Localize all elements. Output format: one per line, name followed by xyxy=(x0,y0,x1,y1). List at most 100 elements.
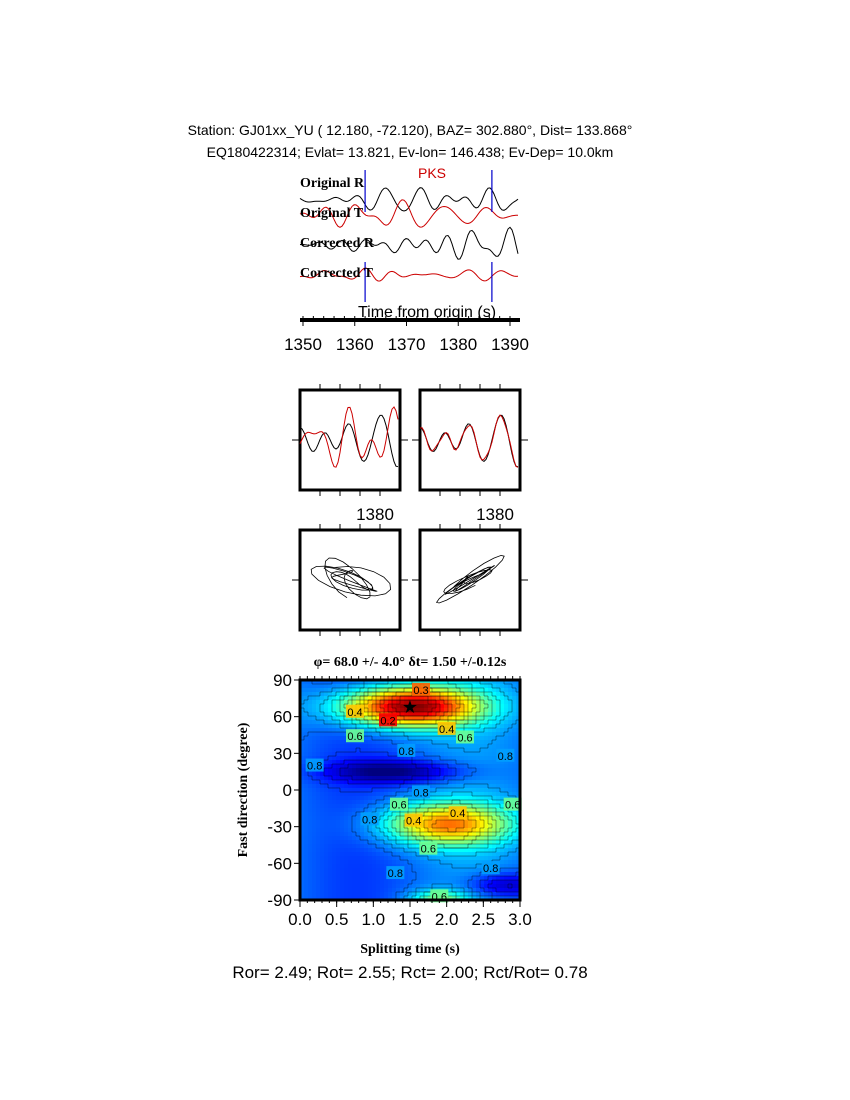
heatmap-cell xyxy=(308,888,313,893)
heatmap-cell xyxy=(340,784,345,789)
heatmap-cell xyxy=(316,852,321,857)
heatmap-cell xyxy=(344,720,349,725)
heatmap-cell xyxy=(392,744,397,749)
heatmap-cell xyxy=(336,780,341,785)
heatmap-cell xyxy=(332,880,337,885)
waveform-panel xyxy=(299,170,519,302)
heatmap-cell xyxy=(368,784,373,789)
heatmap-cell xyxy=(432,692,437,697)
heatmap-cell xyxy=(472,732,477,737)
heatmap-cell xyxy=(384,772,389,777)
heatmap-cell xyxy=(468,712,473,717)
heatmap-cell xyxy=(476,844,481,849)
heatmap-cell xyxy=(320,800,325,805)
heatmap-cell xyxy=(360,876,365,881)
heatmap-cell xyxy=(328,828,333,833)
heatmap-cell xyxy=(476,892,481,897)
heatmap-cell xyxy=(368,836,373,841)
heatmap-cell xyxy=(300,756,305,761)
heatmap-cell xyxy=(484,720,489,725)
heatmap-cell xyxy=(448,716,453,721)
heatmap-cell xyxy=(388,812,393,817)
heatmap-cell xyxy=(416,896,421,901)
heatmap-cell xyxy=(472,752,477,757)
heatmap-cell xyxy=(460,692,465,697)
heatmap-cell xyxy=(468,892,473,897)
heatmap-cell xyxy=(320,824,325,829)
heatmap-cell xyxy=(448,740,453,745)
heatmap-cell xyxy=(320,876,325,881)
heatmap-cell xyxy=(344,892,349,897)
heatmap-cell xyxy=(436,876,441,881)
heatmap-cell xyxy=(480,704,485,709)
heatmap-cell xyxy=(396,892,401,897)
heatmap-cell xyxy=(340,692,345,697)
heatmap-cell xyxy=(480,828,485,833)
heatmap-cell xyxy=(388,848,393,853)
heatmap-cell xyxy=(300,832,305,837)
heatmap-cell xyxy=(512,816,517,821)
heatmap-cell xyxy=(452,828,457,833)
heatmap-cell xyxy=(380,840,385,845)
heatmap-cell xyxy=(364,832,369,837)
heatmap-cell xyxy=(412,844,417,849)
heatmap-cell xyxy=(328,756,333,761)
heatmap-cell xyxy=(492,772,497,777)
heatmap-cell xyxy=(360,884,365,889)
heatmap-cell xyxy=(328,708,333,713)
heatmap-cell xyxy=(404,776,409,781)
heatmap-cell xyxy=(500,704,505,709)
heatmap-cell xyxy=(352,784,357,789)
heatmap-cell xyxy=(444,824,449,829)
heatmap-cell xyxy=(420,760,425,765)
heatmap-cell xyxy=(312,856,317,861)
heatmap-cell xyxy=(324,760,329,765)
heatmap-cell xyxy=(340,892,345,897)
heatmap-cell xyxy=(300,828,305,833)
heatmap-cell xyxy=(468,824,473,829)
heatmap-cell xyxy=(304,728,309,733)
heatmap-cell xyxy=(328,692,333,697)
heatmap-cell xyxy=(372,804,377,809)
heatmap-cell xyxy=(332,848,337,853)
heatmap-cell xyxy=(464,720,469,725)
heatmap-cell xyxy=(472,704,477,709)
heatmap-cell xyxy=(320,892,325,897)
heatmap-cell xyxy=(300,728,305,733)
heatmap-cell xyxy=(396,764,401,769)
heatmap-cell xyxy=(400,736,405,741)
heatmap-cell xyxy=(404,784,409,789)
heatmap-cell xyxy=(488,832,493,837)
heatmap-cell xyxy=(356,752,361,757)
heatmap-cell xyxy=(320,756,325,761)
heatmap-cell xyxy=(508,820,513,825)
heatmap-cell xyxy=(300,788,305,793)
heatmap-cell xyxy=(436,808,441,813)
heatmap-cell xyxy=(324,816,329,821)
heatmap-cell xyxy=(452,848,457,853)
heatmap-cell xyxy=(396,724,401,729)
heatmap-cell xyxy=(508,792,513,797)
heatmap-cell xyxy=(484,736,489,741)
heatmap-cell xyxy=(380,828,385,833)
heatmap-cell xyxy=(384,804,389,809)
heatmap-cell xyxy=(396,708,401,713)
heatmap-cell xyxy=(304,828,309,833)
heatmap-cell xyxy=(388,788,393,793)
heatmap-cell xyxy=(348,768,353,773)
heatmap-cell xyxy=(348,864,353,869)
heatmap-cell xyxy=(384,856,389,861)
heatmap-cell xyxy=(516,848,521,853)
heatmap-cell xyxy=(508,784,513,789)
heatmap-cell xyxy=(308,856,313,861)
heatmap-cell xyxy=(516,772,521,777)
heatmap-cell xyxy=(384,844,389,849)
heatmap-cell xyxy=(416,804,421,809)
heatmap-cell xyxy=(360,692,365,697)
heatmap-cell xyxy=(452,704,457,709)
heatmap-cell xyxy=(328,792,333,797)
heatmap-cell xyxy=(392,732,397,737)
heatmap-cell xyxy=(336,880,341,885)
heatmap-cell xyxy=(516,700,521,705)
heatmap-cell xyxy=(476,748,481,753)
